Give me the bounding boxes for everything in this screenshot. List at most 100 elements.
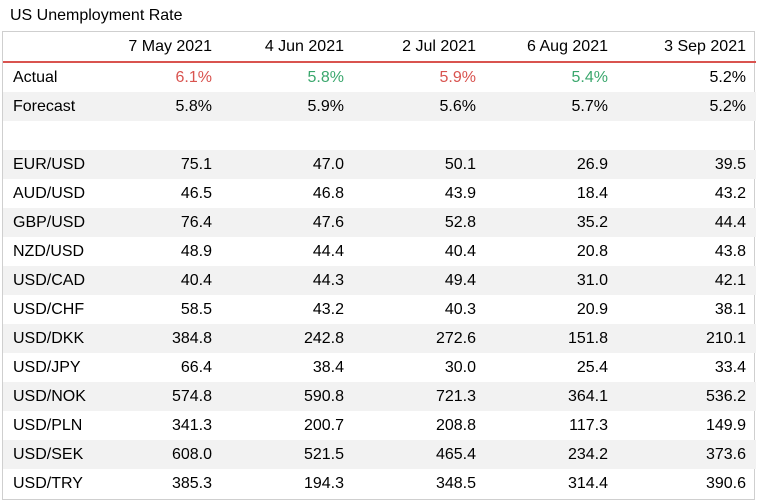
- pair-value: 40.3: [444, 300, 476, 318]
- pair-value: 44.4: [618, 208, 756, 237]
- pair-value: 50.1: [354, 150, 486, 179]
- pair-label: USD/JPY: [13, 358, 81, 376]
- spacer-row: [3, 121, 756, 150]
- pair-label: USD/NOK: [3, 382, 95, 411]
- forecast-value: 5.7%: [486, 92, 618, 121]
- pair-value: 42.1: [618, 266, 756, 295]
- pair-label: USD/DKK: [3, 324, 95, 353]
- pair-label: USD/TRY: [13, 474, 83, 492]
- pair-label: AUD/USD: [13, 184, 86, 202]
- pair-value: 75.1: [95, 150, 222, 179]
- forecast-row: Forecast 5.8% 5.9% 5.6% 5.7% 5.2%: [3, 92, 756, 121]
- pair-value: 18.4: [576, 184, 608, 202]
- column-header: 4 Jun 2021: [222, 32, 354, 63]
- pair-row: USD/TRY 385.3 194.3 348.5 314.4 390.6: [3, 469, 756, 498]
- pair-value: 364.1: [486, 382, 618, 411]
- actual-value: 6.1%: [175, 68, 212, 86]
- header-corner: [3, 32, 95, 63]
- pair-value: 52.8: [354, 208, 486, 237]
- column-header: 3 Sep 2021: [618, 32, 756, 63]
- pair-row: USD/SEK 608.0 521.5 465.4 234.2 373.6: [3, 440, 756, 469]
- pair-value: 20.9: [576, 300, 608, 318]
- pair-row: USD/JPY 66.4 38.4 30.0 25.4 33.4: [3, 353, 756, 382]
- table-title: US Unemployment Rate: [10, 7, 183, 24]
- pair-value: 384.8: [95, 324, 222, 353]
- pair-value: 608.0: [95, 440, 222, 469]
- forecast-value: 5.9%: [222, 92, 354, 121]
- pair-value: 38.4: [312, 358, 344, 376]
- column-header: 2 Jul 2021: [354, 32, 486, 63]
- pair-value: 43.2: [312, 300, 344, 318]
- actual-value: 5.9%: [439, 68, 476, 86]
- pair-value: 373.6: [618, 440, 756, 469]
- pair-value: 43.2: [714, 184, 746, 202]
- pair-value: 149.9: [705, 416, 746, 434]
- pair-value: 48.9: [180, 242, 212, 260]
- unemployment-table: 7 May 2021 4 Jun 2021 2 Jul 2021 6 Aug 2…: [2, 31, 756, 500]
- pair-value: 574.8: [95, 382, 222, 411]
- forecast-value: 5.2%: [618, 92, 756, 121]
- pair-value: 31.0: [486, 266, 618, 295]
- pair-value: 43.8: [714, 242, 746, 260]
- pair-value: 348.5: [435, 474, 476, 492]
- actual-value: 5.4%: [571, 68, 608, 86]
- actual-row: Actual 6.1% 5.8% 5.9% 5.4% 5.2%: [3, 62, 756, 92]
- pair-row: EUR/USD 75.1 47.0 50.1 26.9 39.5: [3, 150, 756, 179]
- spacer-cell: [3, 121, 756, 150]
- pair-row: USD/NOK 574.8 590.8 721.3 364.1 536.2: [3, 382, 756, 411]
- forecast-value: 5.8%: [95, 92, 222, 121]
- pair-value: 39.5: [618, 150, 756, 179]
- pair-value: 33.4: [714, 358, 746, 376]
- pair-value: 26.9: [486, 150, 618, 179]
- pair-value: 76.4: [95, 208, 222, 237]
- pair-value: 200.7: [303, 416, 344, 434]
- pair-value: 47.6: [222, 208, 354, 237]
- column-header: 6 Aug 2021: [486, 32, 618, 63]
- forecast-value: 5.6%: [354, 92, 486, 121]
- pair-value: 242.8: [222, 324, 354, 353]
- pair-label: USD/SEK: [3, 440, 95, 469]
- pair-value: 390.6: [705, 474, 746, 492]
- pair-row: NZD/USD 48.9 44.4 40.4 20.8 43.8: [3, 237, 756, 266]
- column-header: 7 May 2021: [95, 32, 222, 63]
- pair-label: EUR/USD: [3, 150, 95, 179]
- pair-value: 58.5: [180, 300, 212, 318]
- pair-value: 40.4: [444, 242, 476, 260]
- pair-value: 465.4: [354, 440, 486, 469]
- pair-value: 46.8: [312, 184, 344, 202]
- pair-value: 272.6: [354, 324, 486, 353]
- pair-value: 151.8: [486, 324, 618, 353]
- row-label: Forecast: [3, 92, 95, 121]
- header-row: 7 May 2021 4 Jun 2021 2 Jul 2021 6 Aug 2…: [3, 32, 756, 63]
- pair-value: 721.3: [354, 382, 486, 411]
- pair-value: 44.3: [222, 266, 354, 295]
- actual-value: 5.8%: [307, 68, 344, 86]
- pair-value: 46.5: [180, 184, 212, 202]
- pair-value: 49.4: [354, 266, 486, 295]
- pair-value: 234.2: [486, 440, 618, 469]
- actual-value: 5.2%: [709, 68, 746, 86]
- pair-row: USD/CAD 40.4 44.3 49.4 31.0 42.1: [3, 266, 756, 295]
- pair-label: USD/CAD: [3, 266, 95, 295]
- pair-row: GBP/USD 76.4 47.6 52.8 35.2 44.4: [3, 208, 756, 237]
- pair-value: 20.8: [576, 242, 608, 260]
- pair-value: 194.3: [303, 474, 344, 492]
- pair-value: 208.8: [435, 416, 476, 434]
- pair-label: GBP/USD: [3, 208, 95, 237]
- pair-value: 385.3: [171, 474, 212, 492]
- pair-label: USD/PLN: [13, 416, 83, 434]
- pair-value: 30.0: [444, 358, 476, 376]
- pair-row: USD/DKK 384.8 242.8 272.6 151.8 210.1: [3, 324, 756, 353]
- pair-value: 590.8: [222, 382, 354, 411]
- pair-value: 43.9: [444, 184, 476, 202]
- pair-value: 35.2: [486, 208, 618, 237]
- pair-label: USD/CHF: [13, 300, 85, 318]
- pair-value: 47.0: [222, 150, 354, 179]
- pair-value: 521.5: [222, 440, 354, 469]
- pair-value: 314.4: [567, 474, 608, 492]
- pair-row: AUD/USD 46.5 46.8 43.9 18.4 43.2: [3, 179, 756, 208]
- pair-value: 117.3: [569, 416, 608, 434]
- pair-value: 44.4: [312, 242, 344, 260]
- pair-label: NZD/USD: [13, 242, 85, 260]
- row-label: Actual: [13, 68, 58, 86]
